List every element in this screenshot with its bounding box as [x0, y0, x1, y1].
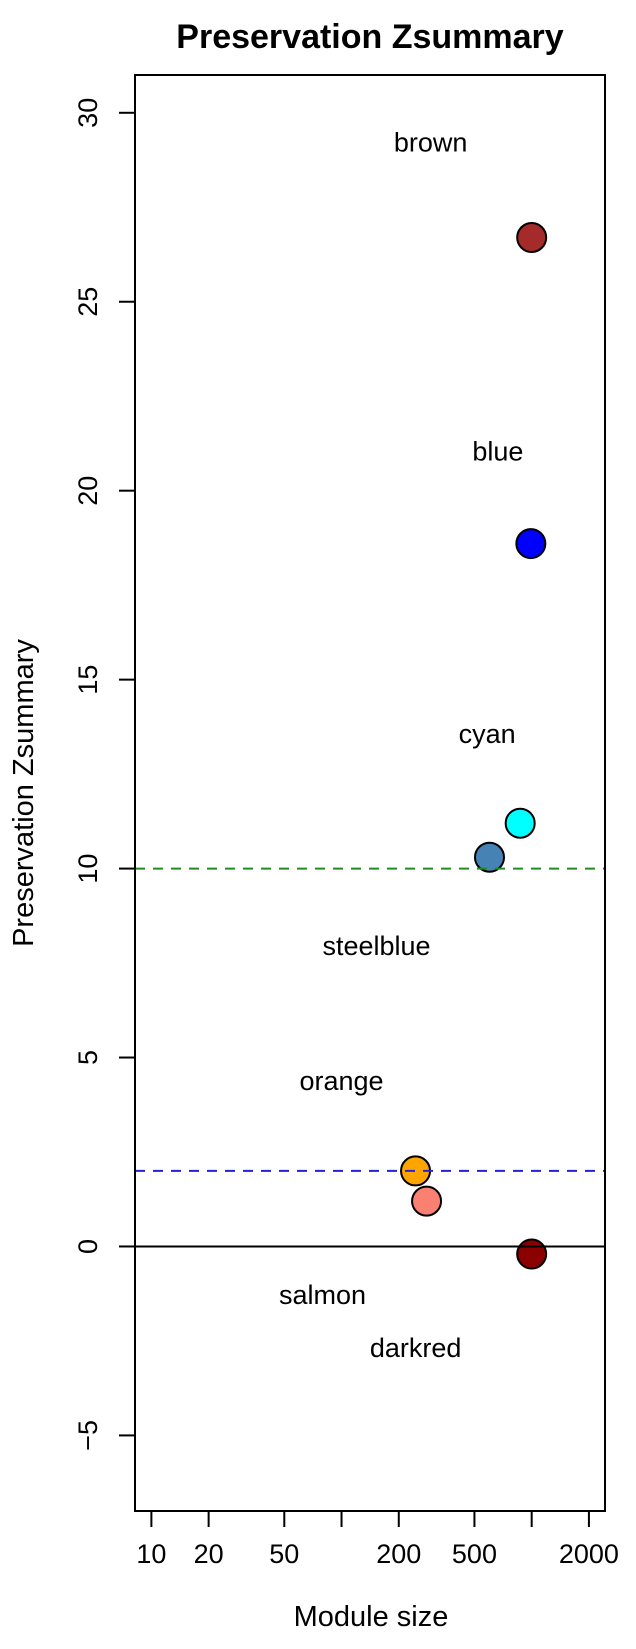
y-tick-label-5: 5 [73, 1050, 103, 1065]
y-tick-label-15: 15 [73, 665, 103, 695]
x-tick-label-500: 500 [452, 1539, 497, 1569]
y-tick-label-25: 25 [73, 287, 103, 317]
point-label-blue: blue [472, 437, 523, 467]
y-tick-label-30: 30 [73, 98, 103, 128]
y-tick-label-0: 0 [73, 1239, 103, 1254]
x-tick-label-2000: 2000 [559, 1539, 619, 1569]
y-tick-label-10: 10 [73, 854, 103, 884]
plot-frame [134, 74, 606, 1512]
y-tick-label--5: −5 [73, 1420, 103, 1451]
data-point-brown [516, 221, 548, 253]
y-axis-title: Preservation Zsummary [8, 639, 40, 947]
data-point-darkred [516, 1238, 548, 1270]
data-point-steelblue [473, 841, 505, 873]
x-tick-label-10: 10 [136, 1539, 166, 1569]
x-tick-label-200: 200 [376, 1539, 421, 1569]
point-label-darkred: darkred [370, 1333, 462, 1363]
chart-layer: 10 20 50 200 500 2000 −5 0 5 10 15 20 25 30 brown blue c… [73, 98, 619, 1569]
point-label-orange: orange [299, 1066, 383, 1096]
data-point-cyan [504, 807, 536, 839]
point-label-salmon: salmon [279, 1280, 366, 1310]
x-tick-label-20: 20 [194, 1539, 224, 1569]
point-label-brown: brown [394, 127, 468, 157]
point-label-cyan: cyan [459, 719, 516, 749]
point-label-steelblue: steelblue [322, 931, 430, 961]
chart-title: Preservation Zsummary [176, 18, 563, 56]
x-axis-title: Module size [294, 1601, 449, 1633]
x-tick-label-50: 50 [269, 1539, 299, 1569]
data-point-blue [515, 528, 547, 560]
y-tick-label-20: 20 [73, 476, 103, 506]
data-point-salmon [411, 1185, 443, 1217]
